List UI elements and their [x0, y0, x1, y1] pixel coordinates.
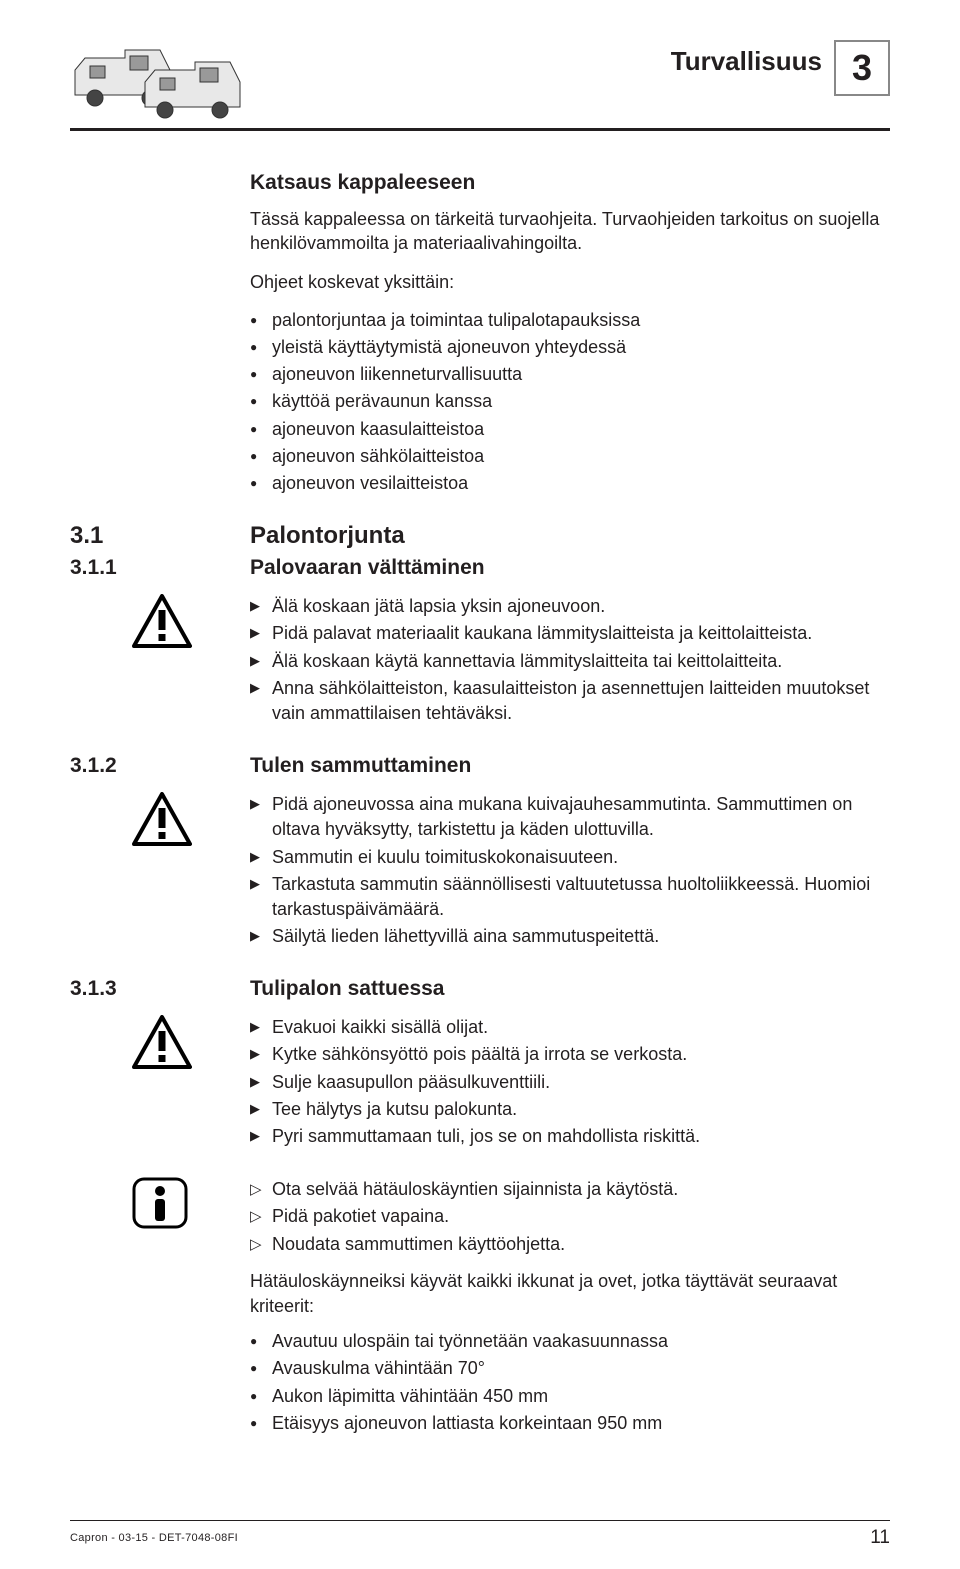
info-paragraph: Hätäuloskäynneiksi käyvät kaikki ikkunat… [250, 1269, 890, 1319]
list-item: käyttöä perävaunun kanssa [250, 389, 890, 414]
list-item: ajoneuvon liikenneturvallisuutta [250, 362, 890, 387]
subsection-title: Palovaaran välttäminen [250, 556, 485, 580]
subsection-title: Tulen sammuttaminen [250, 754, 471, 778]
list-item: Pidä pakotiet vapaina. [250, 1204, 890, 1229]
subsection-title: Tulipalon sattuessa [250, 977, 445, 1001]
warning-list: Pidä ajoneuvossa aina mukana kuivajauhes… [250, 792, 890, 949]
list-item: ajoneuvon sähkölaitteistoa [250, 444, 890, 469]
footer-rule [70, 1520, 890, 1521]
list-item: Anna sähkölaitteiston, kaasulaitteiston … [250, 676, 890, 726]
list-item: Avautuu ulospäin tai työnnetään vaakasuu… [250, 1329, 890, 1354]
list-item: Sulje kaasupullon pääsulkuventtiili. [250, 1070, 890, 1095]
subsection-number: 3.1.3 [70, 977, 250, 1001]
list-item: Avauskulma vähintään 70° [250, 1356, 890, 1381]
list-item: Tee hälytys ja kutsu palokunta. [250, 1097, 890, 1122]
warning-list: Älä koskaan jätä lapsia yksin ajoneuvoon… [250, 594, 890, 726]
intro-lead: Ohjeet koskevat yksittäin: [250, 270, 890, 294]
list-item: ajoneuvon kaasulaitteistoa [250, 417, 890, 442]
intro-paragraph: Tässä kappaleessa on tärkeitä turvaohjei… [250, 207, 890, 256]
list-item: Pidä palavat materiaalit kaukana lämmity… [250, 621, 890, 646]
list-item: Älä koskaan käytä kannettavia lämmitysla… [250, 649, 890, 674]
list-item: Etäisyys ajoneuvon lattiasta korkeintaan… [250, 1411, 890, 1436]
intro-list: palontorjuntaa ja toimintaa tulipalotapa… [250, 308, 890, 496]
list-item: Tarkastuta sammutin säännöllisesti valtu… [250, 872, 890, 922]
section-title: Palontorjunta [250, 522, 405, 550]
warning-icon [132, 1015, 192, 1069]
list-item: yleistä käyttäytymistä ajoneuvon yhteyde… [250, 335, 890, 360]
criteria-list: Avautuu ulospäin tai työnnetään vaakasuu… [250, 1329, 890, 1436]
info-tips: Ota selvää hätäuloskäyntien sijainnista … [250, 1177, 890, 1257]
intro-title: Katsaus kappaleeseen [250, 171, 890, 195]
list-item: Älä koskaan jätä lapsia yksin ajoneuvoon… [250, 594, 890, 619]
list-item: Ota selvää hätäuloskäyntien sijainnista … [250, 1177, 890, 1202]
list-item: Aukon läpimitta vähintään 450 mm [250, 1384, 890, 1409]
subsection-number: 3.1.1 [70, 556, 250, 580]
warning-icon [132, 792, 192, 846]
page-footer: Capron - 03-15 - DET-7048-08FI 11 [0, 1520, 960, 1549]
header-title: Turvallisuus [671, 40, 822, 77]
header-rule [70, 128, 890, 131]
warning-icon [132, 594, 192, 648]
info-icon [132, 1177, 188, 1229]
list-item: palontorjuntaa ja toimintaa tulipalotapa… [250, 308, 890, 333]
list-item: Pidä ajoneuvossa aina mukana kuivajauhes… [250, 792, 890, 842]
warning-list: Evakuoi kaikki sisällä olijat. Kytke säh… [250, 1015, 890, 1149]
footer-page-number: 11 [870, 1527, 890, 1549]
footer-doc-id: Capron - 03-15 - DET-7048-08FI [70, 1532, 238, 1544]
list-item: ajoneuvon vesilaitteistoa [250, 471, 890, 496]
list-item: Kytke sähkönsyöttö pois päältä ja irrota… [250, 1042, 890, 1067]
page-header: Turvallisuus 3 [70, 40, 890, 120]
section-number: 3.1 [70, 522, 250, 550]
list-item: Sammutin ei kuulu toimituskokonaisuuteen… [250, 845, 890, 870]
list-item: Evakuoi kaikki sisällä olijat. [250, 1015, 890, 1040]
list-item: Säilytä lieden lähettyvillä aina sammutu… [250, 924, 890, 949]
list-item: Pyri sammuttamaan tuli, jos se on mahdol… [250, 1124, 890, 1149]
chapter-number-box: 3 [834, 40, 890, 96]
subsection-number: 3.1.2 [70, 754, 250, 778]
list-item: Noudata sammuttimen käyttöohjetta. [250, 1232, 890, 1257]
rv-illustration [70, 40, 250, 120]
